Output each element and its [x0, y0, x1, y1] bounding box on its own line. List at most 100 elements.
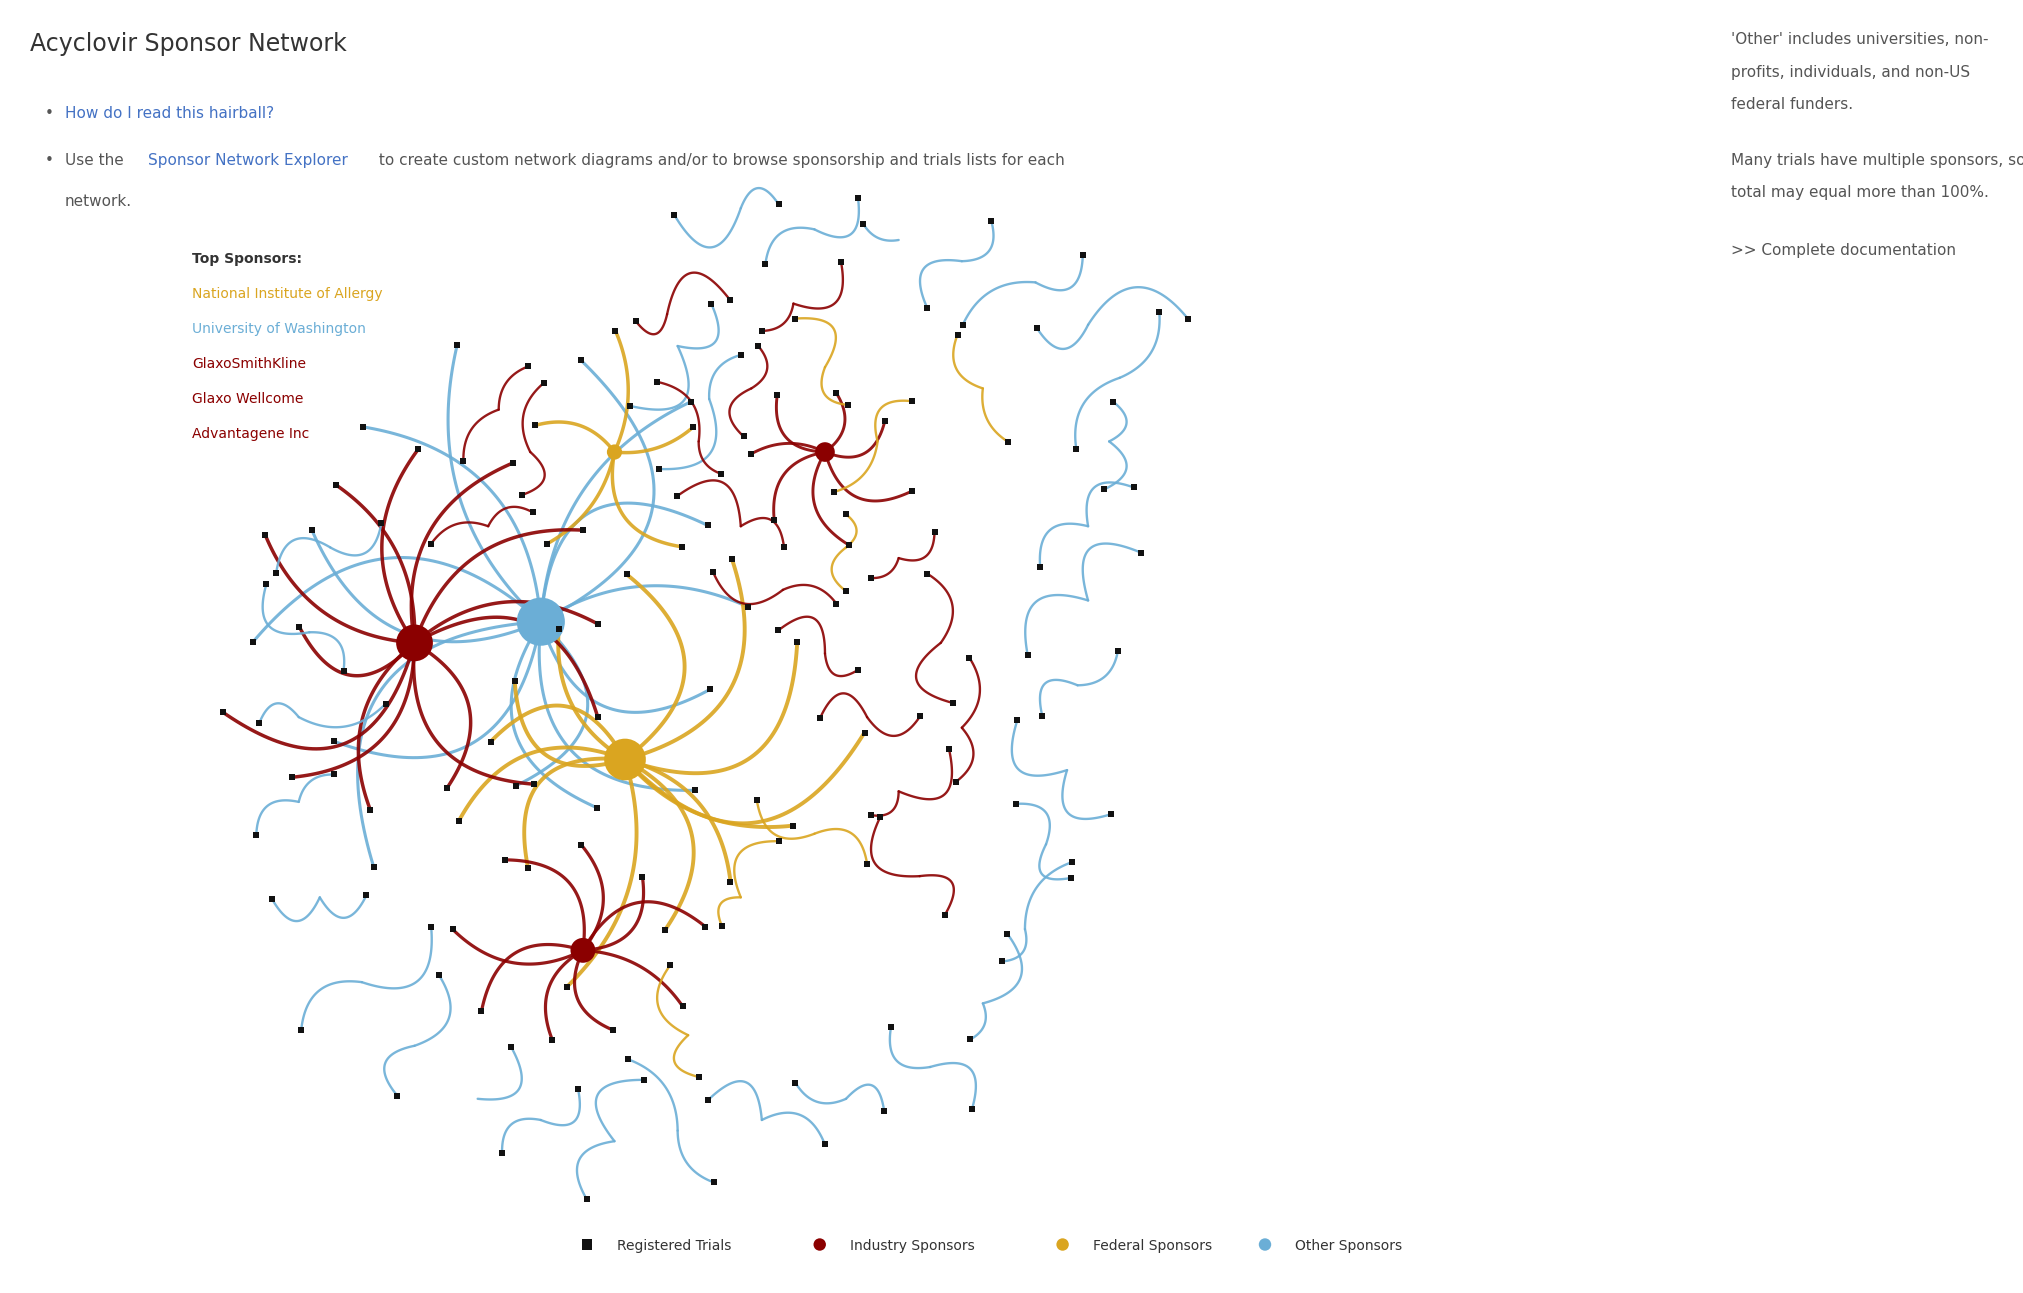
Point	[415, 917, 447, 937]
Point	[817, 481, 850, 502]
Point	[570, 1234, 603, 1254]
Point	[734, 443, 767, 464]
Point	[714, 871, 746, 892]
Point	[1054, 868, 1086, 888]
Point	[611, 564, 643, 584]
Point	[1248, 1234, 1281, 1254]
Point	[807, 1134, 840, 1155]
Point	[249, 525, 281, 546]
Text: •: •	[45, 106, 53, 122]
Point	[649, 919, 682, 940]
Point	[904, 706, 937, 727]
Point	[929, 904, 961, 924]
Point	[694, 294, 726, 314]
Point	[285, 1020, 318, 1041]
Point	[443, 811, 475, 831]
Point	[581, 798, 613, 818]
Point	[690, 917, 722, 937]
Point	[831, 394, 864, 415]
Point	[368, 693, 401, 714]
Point	[1046, 1234, 1078, 1254]
Point	[498, 671, 530, 692]
Text: 'Other' includes universities, non-: 'Other' includes universities, non-	[1730, 32, 1987, 48]
Point	[447, 451, 479, 472]
Point	[562, 1078, 595, 1099]
Point	[564, 834, 597, 855]
Point	[698, 1173, 730, 1193]
Point	[570, 1188, 603, 1209]
Point	[896, 481, 929, 502]
Point	[779, 1072, 811, 1093]
Point	[243, 712, 275, 733]
Text: Acyclovir Sponsor Network: Acyclovir Sponsor Network	[30, 32, 346, 57]
Text: •: •	[45, 153, 53, 168]
Point	[999, 794, 1032, 815]
Point	[749, 253, 781, 274]
Point	[666, 537, 698, 557]
Point	[941, 325, 973, 345]
Point	[320, 475, 352, 495]
Point	[854, 568, 886, 588]
Point	[657, 204, 690, 225]
Point	[955, 1099, 987, 1120]
Point	[524, 612, 556, 632]
Point	[613, 396, 645, 416]
Point	[1024, 556, 1056, 577]
Point	[518, 415, 550, 436]
Point	[854, 804, 886, 825]
Point	[779, 308, 811, 328]
Point	[564, 350, 597, 371]
Point	[953, 648, 985, 668]
Point	[694, 679, 726, 700]
Point	[1066, 244, 1098, 265]
Point	[542, 619, 575, 640]
Point	[746, 321, 779, 341]
Point	[704, 464, 736, 485]
Point	[581, 706, 613, 727]
Point	[1001, 710, 1034, 731]
Point	[399, 632, 431, 653]
Point	[991, 923, 1024, 944]
Point	[985, 952, 1018, 972]
Point	[1012, 644, 1044, 665]
Point	[991, 432, 1024, 453]
Text: Many trials have multiple sponsors, so: Many trials have multiple sponsors, so	[1730, 153, 2023, 168]
Point	[431, 777, 463, 798]
Point	[846, 213, 878, 234]
Text: >> Complete documentation: >> Complete documentation	[1730, 243, 1954, 259]
Point	[550, 976, 583, 997]
Point	[423, 965, 455, 985]
Point	[625, 866, 657, 887]
Point	[619, 312, 651, 332]
Point	[496, 453, 528, 473]
Point	[597, 1020, 629, 1041]
Point	[318, 764, 350, 785]
Text: Advantagene Inc: Advantagene Inc	[192, 427, 310, 441]
Point	[599, 321, 631, 341]
Point	[358, 856, 390, 877]
Point	[516, 502, 548, 522]
Point	[716, 548, 749, 569]
Point	[803, 707, 835, 728]
Point	[241, 825, 273, 846]
Point	[500, 776, 532, 796]
Point	[506, 485, 538, 506]
Point	[251, 574, 283, 595]
Point	[848, 723, 880, 743]
Point	[674, 392, 706, 412]
Text: GlaxoSmithKline: GlaxoSmithKline	[192, 357, 305, 371]
Point	[1060, 438, 1092, 459]
Point	[819, 593, 852, 614]
Point	[581, 614, 613, 635]
Point	[530, 534, 562, 555]
Text: Registered Trials: Registered Trials	[617, 1240, 732, 1253]
Point	[627, 1069, 659, 1090]
Point	[874, 1018, 906, 1038]
Point	[829, 581, 862, 601]
Point	[781, 632, 813, 653]
Text: Other Sponsors: Other Sponsors	[1295, 1240, 1402, 1253]
Point	[868, 1100, 900, 1121]
Point	[403, 438, 435, 459]
Point	[732, 596, 765, 617]
Point	[609, 749, 641, 769]
